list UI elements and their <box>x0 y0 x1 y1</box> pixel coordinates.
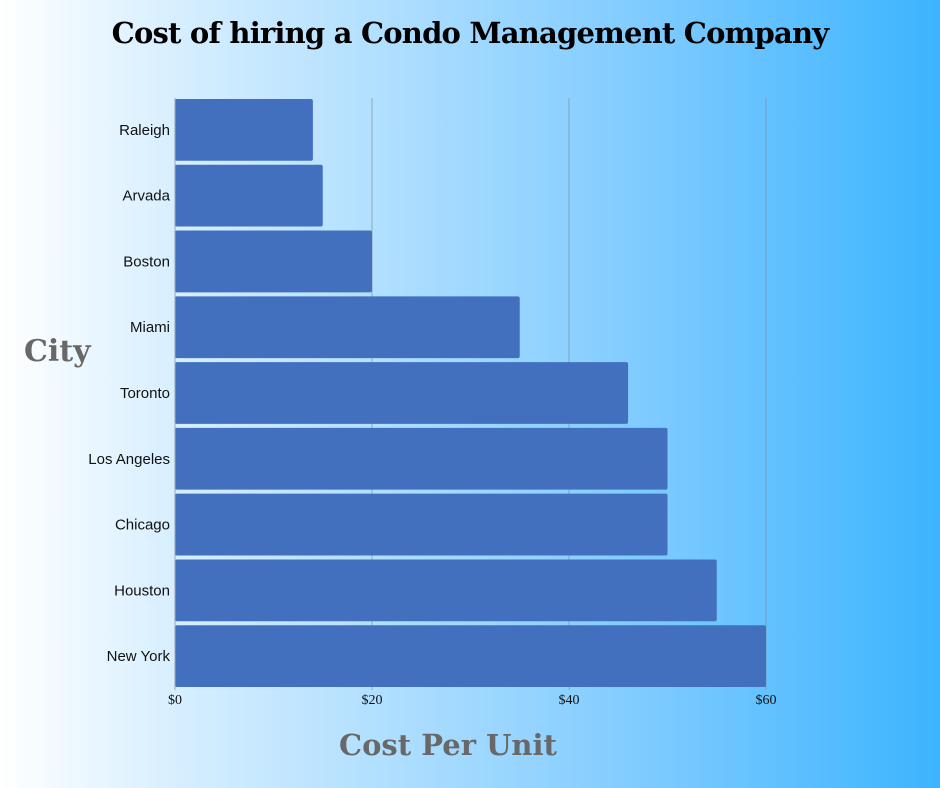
category-label: Chicago <box>115 517 170 534</box>
bar <box>175 296 520 359</box>
x-tick-label: $0 <box>168 693 182 708</box>
category-label: Miami <box>130 319 170 336</box>
category-label: Toronto <box>120 385 170 402</box>
category-label: Arvada <box>122 188 170 205</box>
bar <box>175 230 372 293</box>
bar <box>175 427 668 490</box>
y-axis-label: City <box>24 334 91 369</box>
x-tick-label: $60 <box>756 693 777 708</box>
category-label: Raleigh <box>119 122 170 139</box>
bar <box>175 559 717 622</box>
x-tick-label: $20 <box>362 693 383 708</box>
bar <box>175 493 668 556</box>
bar <box>175 99 313 161</box>
chart-title: Cost of hiring a Condo Management Compan… <box>111 16 829 50</box>
category-label: New York <box>107 648 171 665</box>
x-tick-label: $40 <box>559 693 580 708</box>
bar <box>175 164 323 227</box>
category-label: Houston <box>114 582 170 599</box>
x-axis-label: Cost Per Unit <box>339 728 557 762</box>
category-label: Los Angeles <box>88 451 170 468</box>
bar <box>175 625 766 687</box>
category-label: Boston <box>123 253 170 270</box>
bar <box>175 362 629 424</box>
